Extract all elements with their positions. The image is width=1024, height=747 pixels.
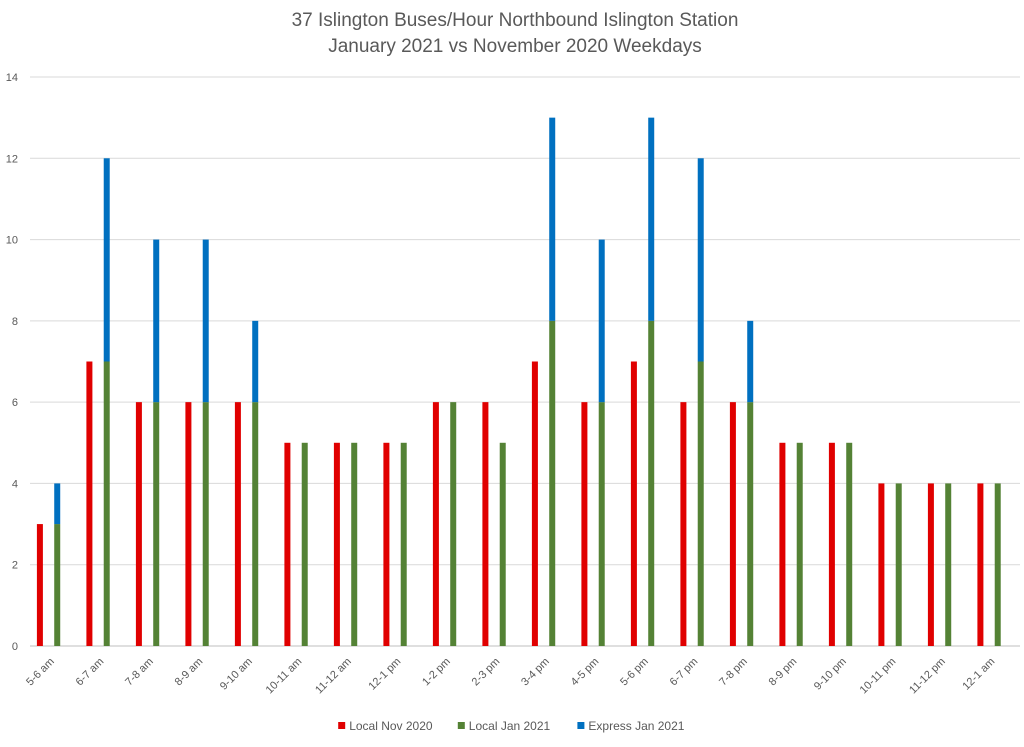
bar-nov-s0 (234, 402, 241, 646)
bar-nov-s0 (333, 442, 340, 646)
gridlines (30, 76, 1020, 647)
chart-title: 37 Islington Buses/Hour Northbound Islin… (292, 10, 739, 31)
y-tick-label: 14 (6, 72, 18, 84)
bar-nov-s0 (135, 402, 142, 646)
x-tick-label: 2-3 pm (470, 656, 503, 689)
bar-nov-s0 (86, 361, 93, 646)
chart-subtitle: January 2021 vs November 2020 Weekdays (328, 36, 702, 57)
bar-nov-s0 (729, 402, 736, 646)
x-tick-label: 5-6 am (24, 656, 57, 689)
bar-nov-s0 (977, 483, 984, 646)
legend-swatch (338, 722, 346, 729)
x-tick-label: 4-5 pm (569, 656, 602, 689)
legend-label: Express Jan 2021 (588, 719, 684, 733)
bar-jan-s2 (54, 483, 61, 525)
bar-nov-s0 (828, 442, 835, 646)
x-tick-label: 9-10 am (218, 656, 255, 693)
bar-nov-s0 (680, 402, 687, 646)
bar-jan-s1 (648, 320, 655, 646)
x-tick-label: 11-12 pm (907, 656, 948, 697)
bar-nov-s0 (432, 402, 439, 646)
bar-nov-s0 (36, 524, 43, 646)
bar-jan-s1 (400, 442, 407, 646)
x-tick-label: 8-9 am (173, 656, 206, 689)
bar-jan-s1 (994, 483, 1001, 646)
bar-jan-s2 (747, 320, 754, 403)
bar-jan-s1 (54, 524, 61, 646)
legend-label: Local Nov 2020 (349, 719, 433, 733)
x-tick-label: 12-1 am (960, 656, 997, 693)
bar-jan-s2 (598, 239, 605, 403)
bar-jan-s1 (202, 402, 209, 646)
legend-swatch (457, 722, 465, 729)
bar-jan-s1 (549, 320, 556, 646)
bar-nov-s0 (284, 442, 291, 646)
bar-nov-s0 (383, 442, 390, 646)
bar-jan-s1 (895, 483, 902, 646)
x-tick-label: 5-6 pm (618, 656, 651, 689)
legend-label: Local Jan 2021 (469, 719, 551, 733)
bar-jan-s2 (153, 239, 160, 403)
bar-jan-s1 (945, 483, 952, 646)
bar-jan-s2 (549, 117, 556, 321)
bar-jan-s1 (796, 442, 803, 646)
y-tick-label: 4 (12, 478, 18, 490)
bar-jan-s1 (450, 402, 457, 646)
bar-jan-s2 (252, 320, 259, 403)
bar-jan-s1 (103, 361, 110, 646)
bar-jan-s1 (846, 442, 853, 646)
bar-jan-s2 (202, 239, 209, 403)
y-axis-ticks: 0 2 4 6 8 10 12 14 (6, 72, 18, 653)
bar-jan-s1 (351, 442, 358, 646)
bar-nov-s0 (779, 442, 786, 646)
y-tick-label: 10 (6, 235, 18, 247)
legend-swatch (577, 722, 585, 729)
bar-jan-s1 (252, 402, 259, 646)
bar-jan-s1 (747, 402, 754, 646)
x-tick-label: 6-7 pm (668, 656, 701, 689)
bar-nov-s0 (185, 402, 192, 646)
bar-nov-s0 (482, 402, 489, 646)
x-tick-label: 10-11 pm (858, 656, 899, 697)
bar-nov-s0 (927, 483, 934, 646)
bar-jan-s1 (301, 442, 308, 646)
bar-jan-s1 (499, 442, 506, 646)
x-tick-label: 9-10 pm (812, 656, 849, 693)
bar-jan-s2 (648, 117, 655, 321)
x-tick-label: 10-11 am (264, 656, 305, 697)
y-tick-label: 12 (6, 153, 18, 165)
bar-nov-s0 (630, 361, 637, 646)
bar-jan-s1 (697, 361, 704, 646)
x-tick-label: 7-8 am (123, 656, 156, 689)
bars (36, 117, 1001, 646)
bar-jan-s2 (103, 158, 110, 362)
x-axis-ticks: 5-6 am 6-7 am 7-8 am 8-9 am 9-10 am 10-11 am 1… (24, 656, 997, 697)
x-tick-label: 3-4 pm (519, 656, 552, 689)
y-tick-label: 2 (12, 560, 18, 572)
x-tick-label: 8-9 pm (767, 656, 800, 689)
bar-jan-s2 (697, 158, 704, 362)
x-tick-label: 1-2 pm (420, 656, 453, 689)
x-tick-label: 12-1 pm (366, 656, 403, 693)
y-tick-label: 6 (12, 397, 18, 409)
bar-nov-s0 (878, 483, 885, 646)
legend: Local Nov 2020 Local Jan 2021 Express Jan … (338, 719, 685, 733)
bar-nov-s0 (581, 402, 588, 646)
x-tick-label: 6-7 am (74, 656, 107, 689)
bar-jan-s1 (153, 402, 160, 646)
y-tick-label: 0 (12, 641, 18, 653)
bar-jan-s1 (598, 402, 605, 646)
x-tick-label: 7-8 pm (717, 656, 750, 689)
x-tick-label: 11-12 am (313, 656, 354, 697)
bar-nov-s0 (531, 361, 538, 646)
y-tick-label: 8 (12, 316, 18, 328)
